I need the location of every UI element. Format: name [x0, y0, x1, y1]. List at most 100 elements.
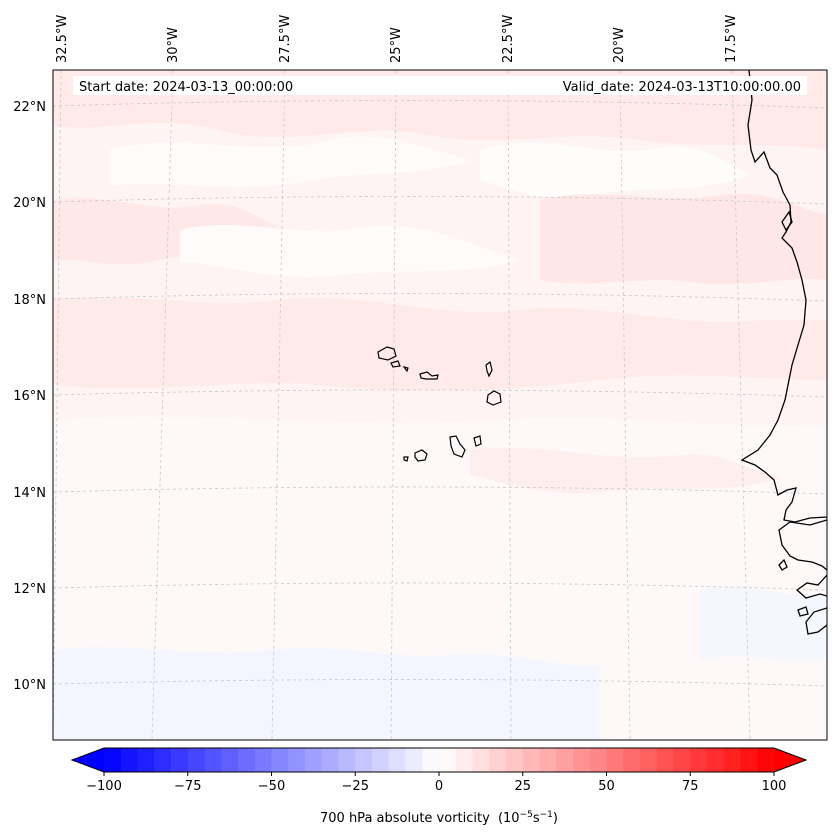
colorbar-cells — [104, 748, 775, 772]
colorbar-tick-label: 75 — [682, 779, 699, 794]
lon-label-27-5w: 27.5°W — [278, 15, 293, 63]
colorbar-cell — [489, 748, 507, 772]
lat-label-16n: 16°N — [13, 389, 46, 404]
colorbar-units-suffix: ) — [553, 811, 558, 826]
lon-label-25w: 25°W — [389, 27, 404, 63]
colorbar-cell — [321, 748, 340, 772]
colorbar-field-name: 700 hPa absolute vorticity — [320, 811, 490, 826]
island-fogo — [414, 449, 428, 462]
colorbar-units-exp2: −1 — [540, 810, 553, 820]
colorbar-cell — [640, 748, 658, 772]
island-sao-vicente — [390, 360, 401, 368]
lat-label-20n: 20°N — [13, 196, 46, 211]
colorbar-label: 700 hPa absolute vorticity (10−5s−1) — [320, 810, 558, 826]
senegal-gambia-coast — [778, 519, 827, 571]
field-patch-white-streak-1 — [110, 136, 470, 188]
colorbar-cell — [472, 748, 490, 772]
colorbar-tick-label: 25 — [514, 779, 531, 794]
colorbar-cell — [171, 748, 189, 772]
colorbar-cell — [271, 748, 289, 772]
colorbar-cell — [137, 748, 155, 772]
lat-label-10n: 10°N — [13, 678, 46, 693]
valid-date-label: Valid_date: 2024-03-13T10:00:00.00 — [563, 80, 801, 95]
colorbar-units-mid: s — [533, 811, 540, 826]
colorbar-cell — [522, 748, 541, 772]
guinea-bissau-coast — [795, 574, 827, 599]
meridian-32-5w — [53, 70, 62, 740]
lon-label-17-5w: 17.5°W — [724, 15, 739, 63]
map-frame — [52, 69, 828, 741]
colorbar-cell — [221, 748, 239, 772]
colorbar-cell — [120, 748, 139, 772]
island-santiago — [449, 435, 466, 458]
colorbar-cell — [422, 748, 440, 772]
longitude-labels: 32.5°W 30°W 27.5°W 25°W 22.5°W 20°W 17.5… — [55, 15, 739, 63]
colorbar-cell — [388, 748, 407, 772]
colorbar-units-prefix: (10 — [498, 811, 520, 826]
colorbar-cell — [723, 748, 742, 772]
parallel-12n — [53, 582, 827, 591]
colorbar-cell — [288, 748, 306, 772]
colorbar-cell — [455, 748, 474, 772]
colorbar-cell — [405, 748, 423, 772]
parallel-10n — [53, 679, 827, 687]
island-boa-vista — [486, 390, 502, 406]
parallel-16n — [53, 389, 827, 398]
colorbar-high-extension — [774, 748, 806, 772]
colorbar-cell — [573, 748, 591, 772]
colorbar-cell — [238, 748, 256, 772]
colorbar-tick-label: −75 — [174, 779, 201, 794]
colorbar-ticks: −100 −75 −50 −25 0 25 50 75 100 — [86, 772, 786, 794]
parallel-20n — [53, 196, 827, 205]
colorbar-cell — [204, 748, 222, 772]
colorbar-tick-label: −25 — [342, 779, 369, 794]
island-brava — [403, 456, 409, 462]
date-info-background — [73, 76, 807, 95]
bijagos-islands — [778, 558, 809, 617]
colorbar-cell — [187, 748, 206, 772]
meridian-20w — [619, 70, 631, 740]
date-info-bar: Start date: 2024-03-13_00:00:00 Valid_da… — [73, 76, 807, 95]
coastline — [740, 70, 827, 635]
lon-label-22-5w: 22.5°W — [501, 15, 516, 63]
colorbar-cell — [254, 748, 273, 772]
cape-verde-islands — [377, 346, 502, 462]
parallel-22n — [53, 100, 827, 109]
field-patch-blue-south — [53, 647, 600, 740]
africa-coast — [740, 70, 827, 523]
colorbar-cell — [707, 748, 725, 772]
start-date-label: Start date: 2024-03-13_00:00:00 — [79, 80, 293, 95]
lat-label-12n: 12°N — [13, 582, 46, 597]
mauritania-inlet — [781, 210, 793, 232]
parallel-14n — [53, 486, 827, 495]
colorbar-cell — [556, 748, 574, 772]
colorbar-units-exp1: −5 — [520, 810, 533, 820]
lat-label-18n: 18°N — [13, 293, 46, 308]
field-patch-white-streak-3 — [480, 142, 750, 198]
colorbar-cell — [104, 748, 122, 772]
colorbar-tick-label: 0 — [435, 779, 443, 794]
lon-label-32-5w: 32.5°W — [55, 15, 70, 63]
field-patch-white-streak-2 — [180, 225, 520, 277]
colorbar-cell — [439, 748, 457, 772]
colorbar-cell — [757, 748, 775, 772]
meridian-30w — [151, 70, 174, 740]
lon-label-20w: 20°W — [612, 27, 627, 63]
colorbar-tick-label: 50 — [598, 779, 615, 794]
island-sao-nicolau — [419, 371, 439, 380]
meridian-25w — [390, 70, 397, 740]
island-maio — [473, 435, 482, 447]
colorbar-cell — [606, 748, 624, 772]
meridian-17-5w — [731, 70, 751, 740]
island-santo-antao — [377, 346, 397, 361]
colorbar-cell — [623, 748, 641, 772]
colorbar-tick-label: −100 — [86, 779, 122, 794]
meridian-27-5w — [271, 70, 286, 740]
colorbar-cell — [539, 748, 557, 772]
colorbar: −100 −75 −50 −25 0 25 50 75 100 700 hPa absolute… — [70, 747, 808, 826]
lon-label-30w: 30°W — [166, 27, 181, 63]
colorbar-cell — [740, 748, 758, 772]
colorbar-cell — [656, 748, 675, 772]
graticule — [53, 70, 827, 740]
